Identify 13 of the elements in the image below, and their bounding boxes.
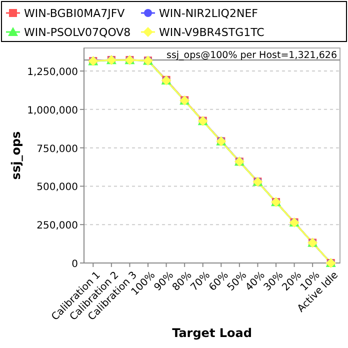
y-tick-label: 750,000 [36, 144, 78, 155]
y-tick-label: 250,000 [36, 220, 78, 232]
y-tick-label: 500,000 [36, 182, 78, 194]
y-tick-label: 1,000,000 [27, 105, 78, 116]
y-tick-label: 1,250,000 [27, 67, 78, 78]
x-axis-title: Target Load [172, 326, 252, 340]
legend-label: WIN-PSOLV07QOV8 [24, 26, 131, 39]
legend-label: WIN-NIR2LIQ2NEF [159, 7, 258, 20]
y-axis-title: ssj_ops [9, 131, 23, 180]
legend-label: WIN-BGBI0MA7JFV [24, 7, 126, 20]
ref-line-label: ssj_ops@100% per Host=1,321,626 [166, 50, 337, 62]
legend-label: WIN-V9BR4STG1TC [159, 26, 265, 39]
y-tick-label: 0 [72, 259, 78, 270]
